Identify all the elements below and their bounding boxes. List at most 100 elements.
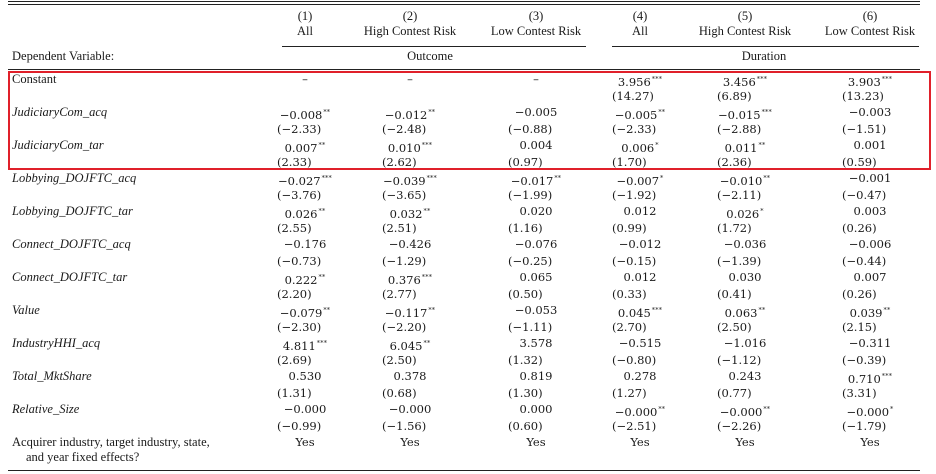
column-name: Low Contest Risk (824, 24, 916, 38)
row-label: Connect_DOJFTC_acq (12, 237, 131, 251)
coefficient-cell: −0.079** (279, 306, 331, 320)
significance-stars: ** (883, 306, 891, 314)
column-name: High Contest Risk (698, 24, 792, 38)
significance-stars: ** (323, 306, 331, 314)
coefficient-cell: 0.378 (393, 369, 427, 383)
coefficient-cell: 0.376*** (387, 273, 433, 287)
coefficient-cell: −0.515 (618, 336, 662, 350)
coefficient-cell: 0.819 (519, 369, 553, 383)
significance-stars: *** (881, 372, 893, 380)
column-number: (6) (862, 9, 878, 23)
t-stat-cell: (−2.20) (382, 320, 427, 334)
t-stat-cell: (−1.39) (717, 254, 762, 268)
coefficient-cell: 0.278 (623, 369, 657, 383)
coefficient-cell: 0.039** (849, 306, 891, 320)
fixed-effects-value: Yes (630, 435, 650, 449)
coefficient-cell: 0.007** (284, 141, 326, 155)
coefficient-cell: −0.000* (846, 405, 894, 419)
significance-stars: *** (756, 75, 768, 83)
coefficient-cell: −0.005** (614, 108, 666, 122)
significance-stars: ** (318, 141, 326, 149)
column-name: High Contest Risk (363, 24, 457, 38)
coefficient-cell: −0.176 (283, 237, 327, 251)
coefficient-cell: −0.000 (283, 402, 327, 416)
t-stat-cell: (0.99) (612, 221, 647, 235)
coefficient-cell: 0.004 (519, 138, 553, 152)
column-number: (5) (737, 9, 753, 23)
t-stat-cell: (0.68) (382, 386, 417, 400)
significance-stars: * (890, 405, 894, 413)
coefficient-cell: −0.010** (719, 174, 771, 188)
coefficient-cell: 3.578 (519, 336, 553, 350)
significance-stars: *** (761, 108, 772, 116)
significance-stars: *** (651, 306, 663, 314)
highlight-box (8, 71, 931, 170)
fixed-effects-value: Yes (860, 435, 880, 449)
t-stat-cell: (−2.30) (277, 320, 322, 334)
group-header-duration: Duration (741, 49, 787, 63)
t-stat-cell: (1.72) (717, 221, 752, 235)
coefficient-cell: 6.045** (389, 339, 431, 353)
t-stat-cell: (−1.11) (508, 320, 553, 334)
column-number: (3) (528, 9, 544, 23)
t-stat-cell: (2.33) (277, 155, 312, 169)
t-stat-cell: (1.70) (612, 155, 647, 169)
header-bottom-rule (8, 69, 920, 70)
t-stat-cell: (−2.33) (612, 122, 657, 136)
group-underline (612, 46, 919, 47)
fixed-effects-label-cont: and year fixed effects? (26, 450, 140, 464)
t-stat-cell: (0.97) (508, 155, 543, 169)
coefficient-cell: −0.000 (388, 402, 432, 416)
t-stat-cell: (2.55) (277, 221, 312, 235)
t-stat-cell: (−1.79) (842, 419, 887, 433)
coefficient-cell: 0.020 (519, 204, 553, 218)
t-stat-cell: (0.26) (842, 221, 877, 235)
t-stat-cell: (−0.44) (842, 254, 887, 268)
column-name: Low Contest Risk (490, 24, 582, 38)
significance-stars: * (760, 207, 764, 215)
coefficient-cell: 3.903*** (847, 75, 893, 89)
coefficient-cell: −0.012 (618, 237, 662, 251)
row-label: Value (12, 303, 40, 317)
t-stat-cell: (14.27) (612, 89, 654, 103)
significance-stars: ** (658, 405, 666, 413)
coefficient-cell: 0.710*** (847, 372, 893, 386)
coefficient-cell: −0.007* (616, 174, 664, 188)
t-stat-cell: (−0.99) (277, 419, 322, 433)
t-stat-cell: (2.20) (277, 287, 312, 301)
coefficient-cell: −0.426 (388, 237, 432, 251)
coefficient-cell: 0.007 (853, 270, 887, 284)
column-name: All (632, 24, 648, 38)
t-stat-cell: (−0.15) (612, 254, 657, 268)
row-label: Connect_DOJFTC_tar (12, 270, 128, 284)
t-stat-cell: (−3.76) (277, 188, 322, 202)
coefficient-cell: 3.956*** (617, 75, 663, 89)
significance-stars: * (660, 174, 664, 182)
t-stat-cell: (2.69) (277, 353, 312, 367)
t-stat-cell: (−2.26) (717, 419, 762, 433)
t-stat-cell: (−2.48) (382, 122, 427, 136)
t-stat-cell: (−0.73) (277, 254, 322, 268)
coefficient-cell: – (533, 72, 539, 86)
t-stat-cell: (1.32) (508, 353, 543, 367)
coefficient-cell: −0.017** (510, 174, 562, 188)
significance-stars: *** (421, 141, 433, 149)
row-label: Lobbying_DOJFTC_acq (12, 171, 137, 185)
coefficient-cell: −0.036 (723, 237, 767, 251)
t-stat-cell: (0.59) (842, 155, 877, 169)
coefficient-cell: −0.039*** (383, 174, 437, 188)
significance-stars: * (655, 141, 659, 149)
t-stat-cell: (2.62) (382, 155, 417, 169)
coefficient-cell: 0.012 (623, 204, 657, 218)
t-stat-cell: (−2.51) (612, 419, 657, 433)
t-stat-cell: (1.16) (508, 221, 543, 235)
coefficient-cell: 0.010*** (387, 141, 433, 155)
row-label: JudiciaryCom_tar (12, 138, 104, 152)
t-stat-cell: (−0.25) (508, 254, 553, 268)
coefficient-cell: −0.027*** (278, 174, 332, 188)
t-stat-cell: (2.50) (382, 353, 417, 367)
column-number: (2) (402, 9, 418, 23)
row-label: Relative_Size (12, 402, 80, 416)
coefficient-cell: −0.000** (614, 405, 666, 419)
row-label: IndustryHHI_acq (12, 336, 101, 350)
